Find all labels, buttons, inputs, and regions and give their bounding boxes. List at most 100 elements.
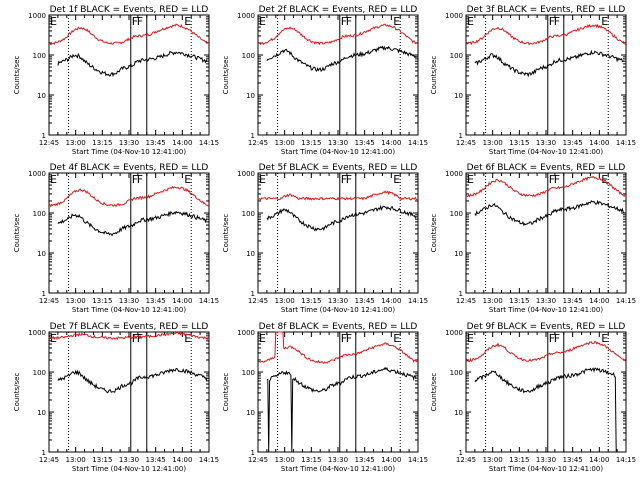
x-axis-label: Start Time (04-Nov-10 12:41:00) bbox=[489, 465, 603, 473]
events-series-line bbox=[57, 367, 208, 394]
panel-title: Det 9f BLACK = Events, RED = LLD bbox=[467, 322, 626, 332]
x-tick-label: 13:45 bbox=[355, 297, 375, 305]
y-axis-label: Counts/sec bbox=[430, 373, 438, 412]
y-tick-label: 100 bbox=[242, 210, 255, 218]
y-tick-label: 1000 bbox=[28, 170, 46, 178]
x-tick-label: 13:30 bbox=[536, 456, 556, 464]
panel-title: Det 6f BLACK = Events, RED = LLD bbox=[467, 163, 626, 173]
y-tick-label: 10 bbox=[454, 409, 463, 417]
y-axis-label: Counts/sec bbox=[430, 56, 438, 95]
events-series-line bbox=[474, 199, 625, 227]
x-tick-label: 14:15 bbox=[616, 297, 636, 305]
marker-label: E bbox=[50, 15, 57, 28]
marker-label: F bbox=[554, 15, 560, 28]
y-tick-label: 100 bbox=[450, 369, 463, 377]
x-tick-label: 14:00 bbox=[381, 297, 401, 305]
x-tick-label: 13:30 bbox=[119, 456, 139, 464]
y-tick-label: 1 bbox=[251, 290, 255, 298]
x-tick-label: 13:00 bbox=[275, 139, 295, 147]
x-tick-label: 13:45 bbox=[355, 456, 375, 464]
y-tick-label: 100 bbox=[33, 210, 46, 218]
marker-label: F bbox=[137, 173, 143, 186]
x-tick-label: 13:45 bbox=[563, 297, 583, 305]
marker-label: F bbox=[554, 173, 560, 186]
x-tick-label: 12:45 bbox=[456, 297, 476, 305]
marker-label: F bbox=[137, 332, 143, 345]
x-tick-label: 14:00 bbox=[589, 139, 609, 147]
panel-det-4: Det 4f BLACK = Events, RED = LLD 1 10 100 10… bbox=[13, 163, 219, 314]
marker-label: F bbox=[341, 332, 347, 345]
y-tick-label: 100 bbox=[450, 210, 463, 218]
y-tick-label: 10 bbox=[246, 409, 255, 417]
y-tick-label: 1000 bbox=[445, 12, 463, 20]
x-tick-label: 12:45 bbox=[39, 456, 59, 464]
x-tick-label: 14:15 bbox=[616, 139, 636, 147]
x-axis-label: Start Time (04-Nov-10 12:41:00) bbox=[489, 148, 603, 156]
panel-det-5: Det 5f BLACK = Events, RED = LLD 1 10 100 10… bbox=[222, 163, 428, 314]
x-tick-label: 14:15 bbox=[199, 297, 219, 305]
marker-label: F bbox=[132, 15, 138, 28]
y-tick-label: 1000 bbox=[445, 170, 463, 178]
x-axis-label: Start Time (04-Nov-10 12:41:00) bbox=[489, 306, 603, 314]
panel-det-9: Det 9f BLACK = Events, RED = LLD 1 10 100 10… bbox=[430, 322, 636, 473]
y-tick-label: 1000 bbox=[445, 329, 463, 337]
y-axis-label: Counts/sec bbox=[13, 56, 21, 95]
y-tick-label: 10 bbox=[454, 92, 463, 100]
x-tick-label: 14:00 bbox=[589, 297, 609, 305]
x-tick-label: 14:00 bbox=[589, 456, 609, 464]
x-tick-label: 13:30 bbox=[119, 297, 139, 305]
panel-det-7: Det 7f BLACK = Events, RED = LLD 1 10 100 10… bbox=[13, 322, 219, 473]
x-tick-label: 14:00 bbox=[381, 456, 401, 464]
x-tick-label: 13:45 bbox=[563, 456, 583, 464]
x-axis-label: Start Time (04-Nov-10 12:41:00) bbox=[281, 306, 395, 314]
x-tick-label: 13:00 bbox=[66, 456, 86, 464]
plot-frame bbox=[257, 172, 419, 294]
x-tick-label: 14:15 bbox=[408, 297, 428, 305]
events-series-line bbox=[474, 49, 625, 78]
x-axis-label: Start Time (04-Nov-10 12:41:00) bbox=[281, 465, 395, 473]
x-tick-label: 13:30 bbox=[536, 139, 556, 147]
y-tick-label: 10 bbox=[246, 92, 255, 100]
marker-label: F bbox=[341, 15, 347, 28]
y-tick-label: 1 bbox=[459, 449, 463, 457]
events-series-line bbox=[266, 204, 417, 232]
lld-series-line bbox=[257, 190, 419, 201]
y-tick-label: 1 bbox=[459, 132, 463, 140]
y-axis-label: Counts/sec bbox=[13, 214, 21, 253]
marker-label: F bbox=[549, 15, 555, 28]
x-tick-label: 13:00 bbox=[275, 456, 295, 464]
marker-label: E bbox=[393, 173, 400, 186]
x-tick-label: 14:00 bbox=[381, 139, 401, 147]
y-tick-label: 10 bbox=[37, 92, 46, 100]
plot-frame bbox=[257, 331, 419, 453]
x-tick-label: 13:15 bbox=[92, 297, 112, 305]
x-tick-label: 13:45 bbox=[355, 139, 375, 147]
marker-label: E bbox=[184, 332, 191, 345]
y-tick-label: 10 bbox=[37, 409, 46, 417]
plot-frame bbox=[465, 331, 627, 453]
x-tick-label: 13:15 bbox=[92, 456, 112, 464]
marker-label: E bbox=[259, 173, 266, 186]
y-tick-label: 1000 bbox=[237, 329, 255, 337]
x-tick-label: 13:00 bbox=[66, 297, 86, 305]
x-axis-label: Start Time (04-Nov-10 12:41:00) bbox=[72, 306, 186, 314]
x-tick-label: 13:45 bbox=[146, 456, 166, 464]
y-tick-label: 10 bbox=[454, 250, 463, 258]
y-tick-label: 1000 bbox=[237, 12, 255, 20]
marker-label: E bbox=[50, 173, 57, 186]
lld-series-line bbox=[466, 23, 627, 46]
marker-label: E bbox=[601, 173, 608, 186]
x-tick-label: 14:15 bbox=[408, 456, 428, 464]
events-series-line bbox=[474, 367, 625, 453]
marker-label: F bbox=[346, 332, 352, 345]
marker-label: F bbox=[554, 332, 560, 345]
panel-det-1: Det 1f BLACK = Events, RED = LLD 1 10 100 10… bbox=[13, 5, 219, 156]
panel-title: Det 5f BLACK = Events, RED = LLD bbox=[259, 163, 418, 173]
x-tick-label: 13:30 bbox=[119, 139, 139, 147]
x-tick-label: 13:15 bbox=[301, 139, 321, 147]
x-tick-label: 13:30 bbox=[328, 456, 348, 464]
y-tick-label: 1 bbox=[459, 290, 463, 298]
x-tick-label: 14:15 bbox=[199, 139, 219, 147]
panel-det-3: Det 3f BLACK = Events, RED = LLD 1 10 100 10… bbox=[430, 5, 636, 156]
